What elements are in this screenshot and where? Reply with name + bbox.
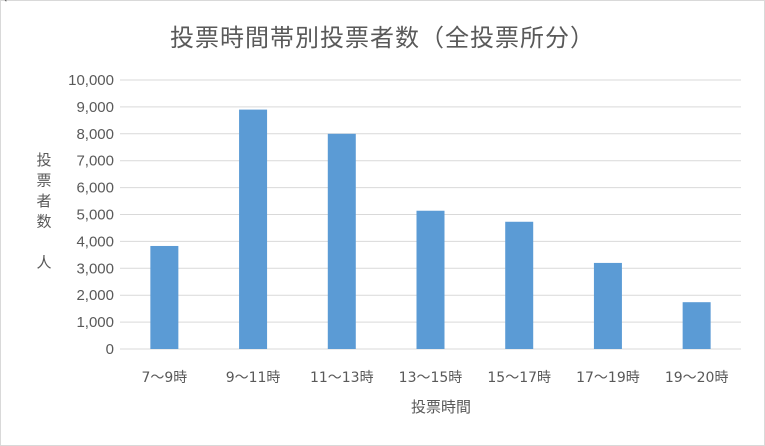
y-axis-title: 投票者数（人） bbox=[0, 0, 52, 272]
y-tick-label: 7,000 bbox=[76, 153, 114, 170]
x-axis-title: 投票時間 bbox=[411, 398, 471, 416]
y-tick-label: 5,000 bbox=[76, 207, 114, 224]
y-tick-label: 10,000 bbox=[68, 72, 114, 89]
y-tick-label: 0 bbox=[106, 341, 114, 358]
bar bbox=[150, 245, 179, 349]
y-tick-label: 9,000 bbox=[76, 99, 114, 116]
x-category-label: 7～9時 bbox=[141, 370, 187, 386]
bar bbox=[593, 262, 622, 349]
y-tick-label: 1,000 bbox=[76, 314, 114, 331]
y-tick-label: 3,000 bbox=[76, 260, 114, 277]
bar bbox=[327, 133, 356, 349]
y-tick-label: 4,000 bbox=[76, 233, 114, 250]
bar bbox=[505, 221, 534, 349]
y-tick-label: 2,000 bbox=[76, 287, 114, 304]
x-category-label: 19～20時 bbox=[665, 370, 729, 386]
bar bbox=[239, 109, 268, 349]
bar bbox=[682, 302, 711, 349]
x-category-label: 17～19時 bbox=[576, 370, 640, 386]
bar bbox=[416, 210, 445, 349]
y-tick-label: 6,000 bbox=[76, 180, 114, 197]
x-category-label: 11～13時 bbox=[310, 370, 374, 386]
y-tick-label: 8,000 bbox=[76, 126, 114, 143]
x-category-label: 13～15時 bbox=[399, 370, 463, 386]
x-category-label: 9～11時 bbox=[226, 370, 281, 386]
x-category-label: 15～17時 bbox=[487, 370, 551, 386]
chart-title: 投票時間帯別投票者数（全投票所分） bbox=[170, 24, 595, 52]
